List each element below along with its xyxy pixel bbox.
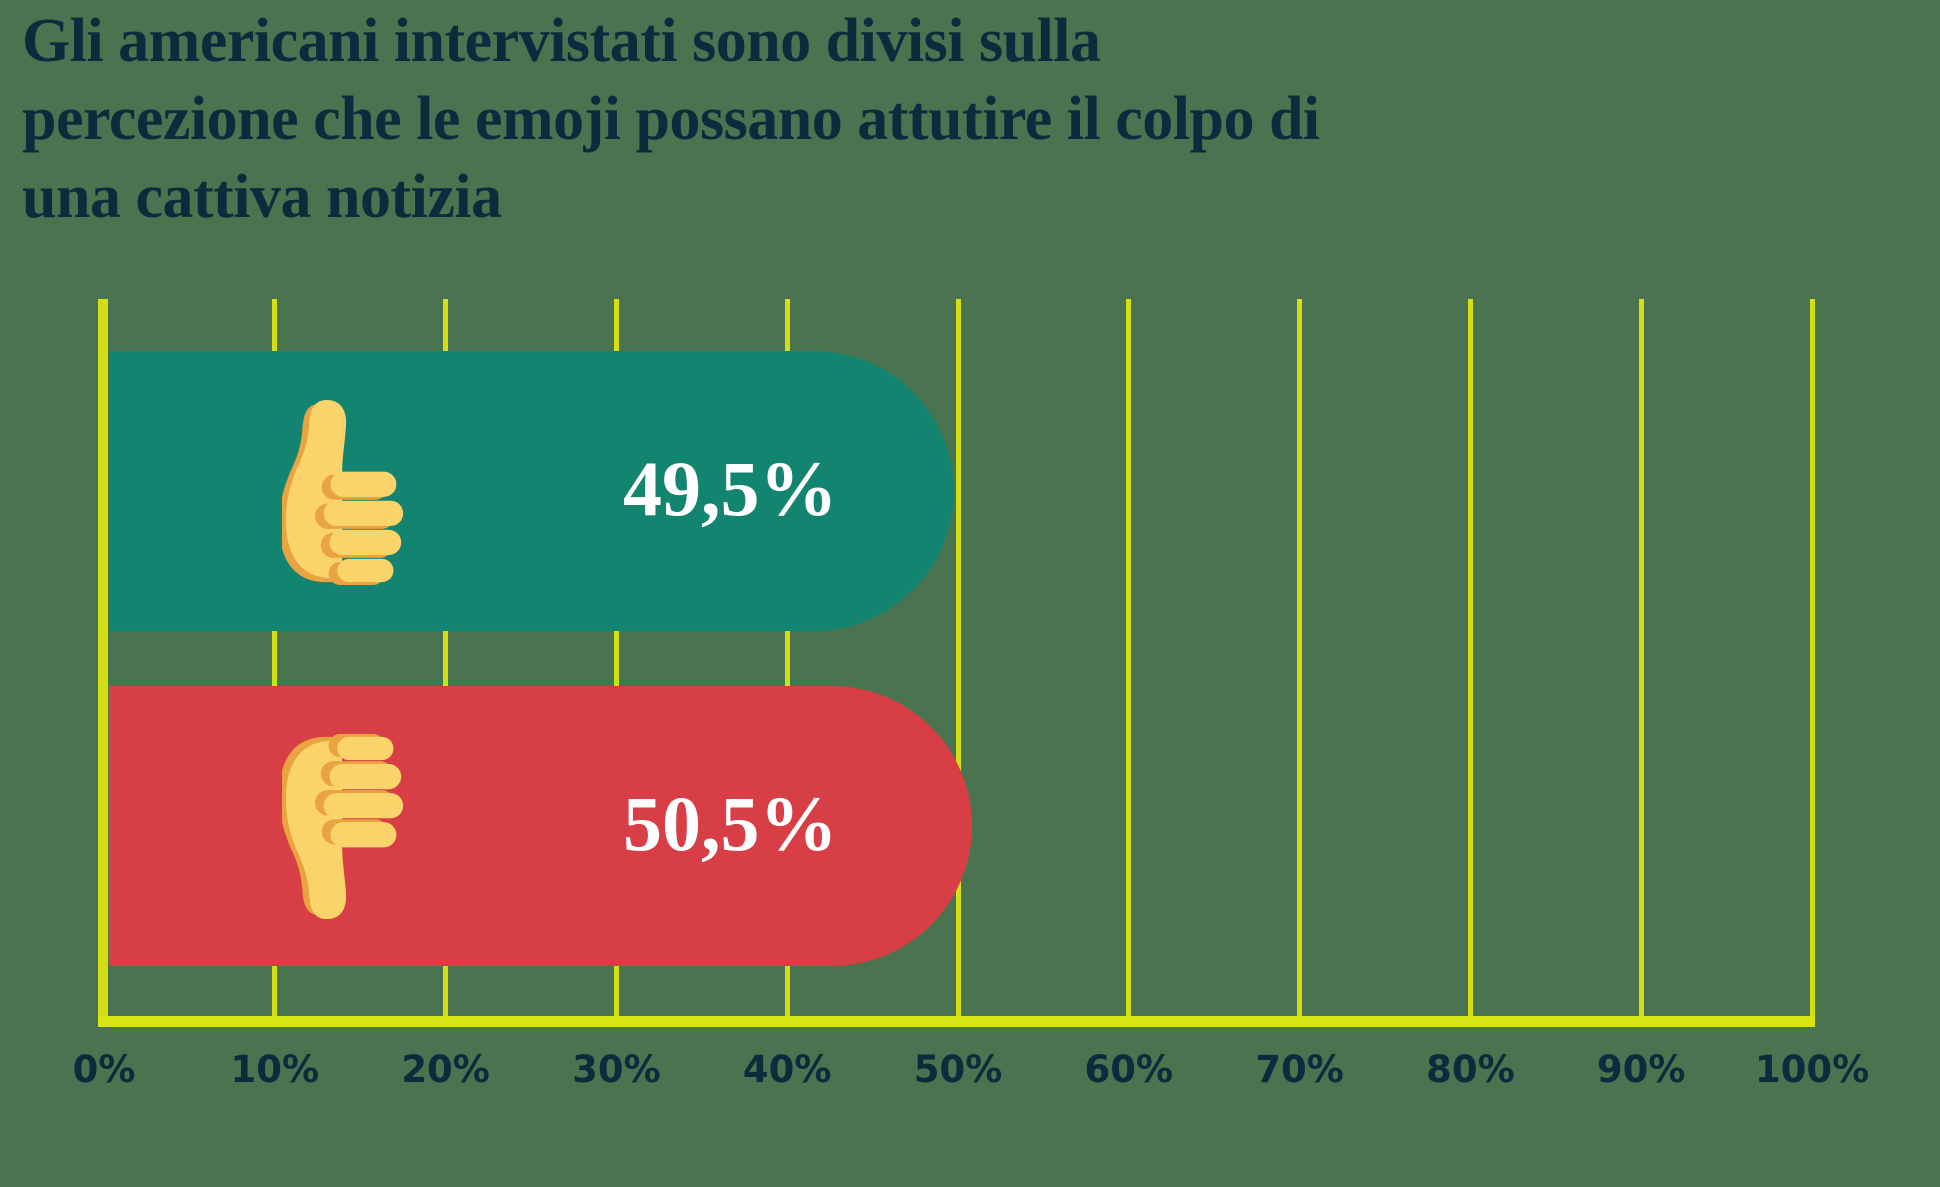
gridline-90% [1638, 299, 1644, 1016]
gridline-80% [1467, 299, 1473, 1016]
x-tick-label-100%: 100% [1754, 1048, 1870, 1091]
y-axis-line [98, 299, 108, 1027]
gridline-40% [784, 299, 790, 1016]
bar-thumbs-down: 50,5% [109, 686, 972, 966]
chart-title-line-1: Gli americani intervistati sono divisi s… [22, 7, 1101, 75]
x-axis-ticks: 0% 10% 20% 30% 40% 50% 60% 70% 80% 90% 100% [73, 1048, 1870, 1108]
x-tick-label-30%: 30% [572, 1048, 661, 1091]
x-tick-label-90%: 90% [1596, 1048, 1686, 1091]
plot-area: 49,5% 50,5% [98, 299, 1815, 1027]
x-tick-label-80%: 80% [1426, 1048, 1515, 1091]
chart-title-line-3: una cattiva notizia [22, 163, 502, 231]
gridline-10% [272, 299, 278, 1016]
thumbs-down-icon [282, 733, 404, 920]
bar-value-label-thumbs-down: 50,5% [623, 780, 838, 868]
chart-title-line-2: percezione che le emoji possano attutire… [22, 85, 1320, 153]
bar-value-label-thumbs-up: 49,5% [623, 445, 838, 533]
x-tick-label-20%: 20% [401, 1048, 490, 1091]
gridline-50% [955, 299, 961, 1016]
thumbs-up-icon [282, 399, 404, 586]
x-tick-label-60%: 60% [1084, 1048, 1174, 1091]
gridline-20% [443, 299, 449, 1016]
x-tick-label-10%: 10% [230, 1048, 320, 1091]
gridline-60% [1126, 299, 1132, 1016]
gridline-30% [613, 299, 619, 1016]
chart-title: Gli americani intervistati sono divisi s… [22, 2, 1320, 236]
gridline-100% [1809, 299, 1815, 1016]
x-tick-label-40%: 40% [742, 1048, 832, 1091]
gridline-70% [1297, 299, 1303, 1016]
x-tick-label-70%: 70% [1255, 1048, 1344, 1091]
x-axis-line [98, 1016, 1815, 1027]
bar-thumbs-up: 49,5% [109, 351, 955, 631]
x-tick-label-0%: 0% [72, 1048, 136, 1091]
x-tick-label-50%: 50% [913, 1048, 1003, 1091]
